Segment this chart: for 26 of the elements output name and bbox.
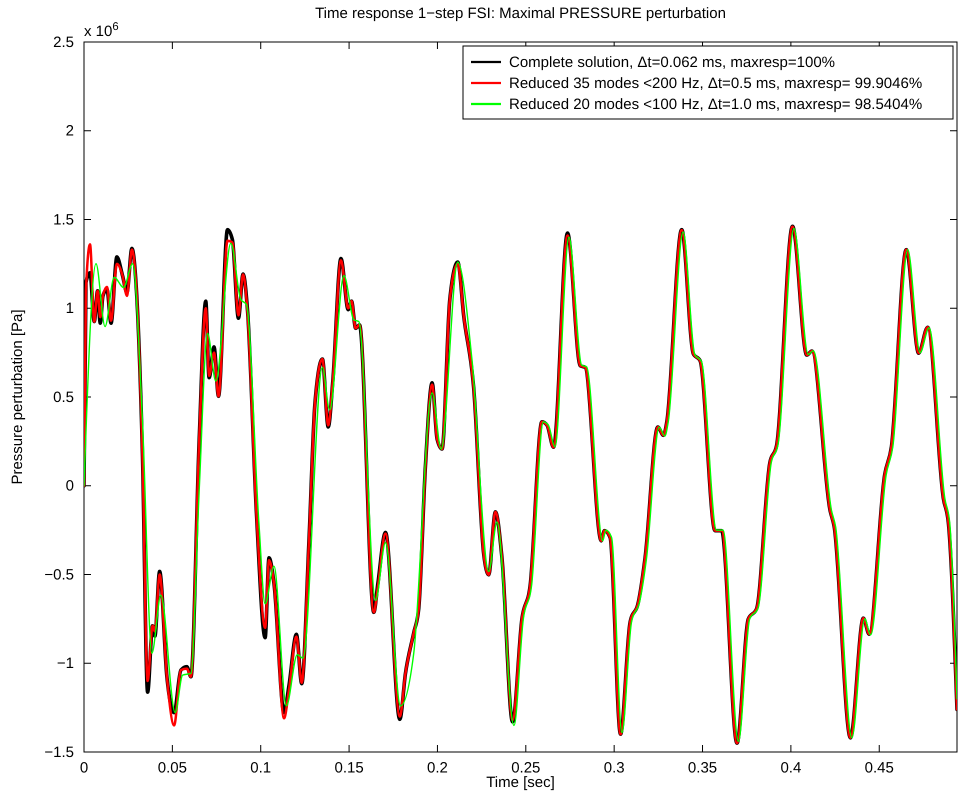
x-tick-label: 0.05 bbox=[158, 760, 187, 777]
x-tick-label: 0.4 bbox=[780, 760, 802, 777]
x-tick-label: 0.25 bbox=[511, 760, 540, 777]
text: x 10$^{6}$ bbox=[84, 21, 119, 40]
y-tick-label: 1 bbox=[66, 300, 74, 318]
y-tick-label: 0 bbox=[66, 478, 74, 495]
x-tick-label: 0.15 bbox=[334, 760, 364, 777]
legend-label: Complete solution, Δt=0.062 ms, maxresp=100% bbox=[509, 54, 836, 71]
x-tick-label: 0.1 bbox=[250, 760, 272, 777]
legend-label: Reduced 20 modes <100 Hz, Δt=1.0 ms, maxresp= 98.5404% bbox=[509, 96, 922, 113]
y-tick-label: −0.5 bbox=[44, 566, 74, 584]
x-tick-label: 0.3 bbox=[604, 760, 625, 777]
x-tick-label: 0.35 bbox=[688, 760, 718, 777]
x-tick-label: 0.2 bbox=[427, 760, 448, 777]
y-tick-label: 2 bbox=[66, 122, 74, 140]
y-tick-label: −1.5 bbox=[44, 744, 74, 761]
y-tick-label: −1 bbox=[56, 655, 74, 672]
y-axis-title: Pressure perturbation [Pa] bbox=[9, 309, 26, 485]
y-tick-label: 0.5 bbox=[53, 388, 74, 406]
x-tick-label: 0.45 bbox=[864, 760, 894, 777]
x-axis-title: Time [sec] bbox=[486, 774, 555, 791]
y-tick-label: 1.5 bbox=[53, 211, 74, 228]
legend-label: Reduced 35 modes <200 Hz, Δt=0.5 ms, maxresp= 99.9046% bbox=[509, 75, 922, 92]
chart-title: Time response 1−step FSI: Maximal PRESSURE perturbation bbox=[315, 5, 726, 22]
y-tick-label: 2.5 bbox=[53, 34, 74, 51]
x-tick-label: 0 bbox=[80, 760, 88, 777]
